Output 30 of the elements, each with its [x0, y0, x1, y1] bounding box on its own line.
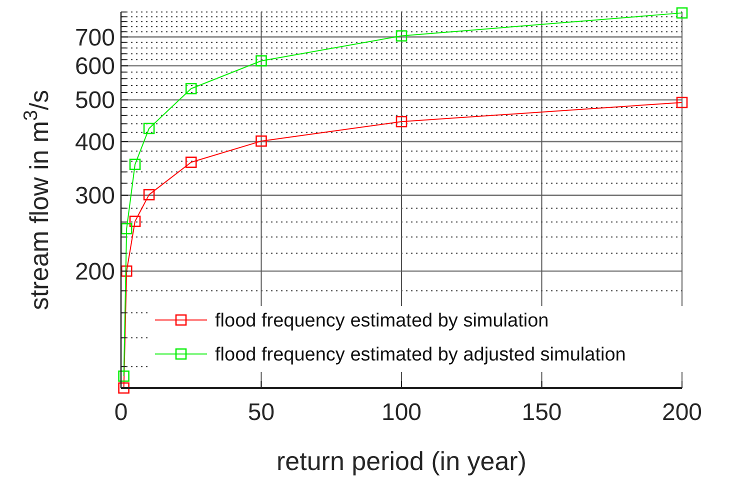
- x-tick-label: 100: [381, 399, 422, 426]
- x-tick-label: 200: [662, 399, 702, 426]
- point: [256, 135, 267, 147]
- x-tick-label: 0: [114, 399, 128, 426]
- point: [143, 189, 155, 200]
- point: [396, 30, 408, 42]
- y-tick-label: 700: [74, 24, 115, 52]
- point: [143, 122, 155, 134]
- y-tick-label: 500: [74, 87, 115, 114]
- point: [676, 96, 688, 108]
- point: [396, 116, 408, 128]
- point: [256, 55, 267, 66]
- y-tick-label: 400: [74, 128, 115, 156]
- point: [118, 382, 130, 394]
- point: [118, 370, 130, 382]
- point: [129, 158, 141, 170]
- y-tick-label: 300: [74, 182, 115, 210]
- x-tick-label: 150: [522, 399, 562, 426]
- x-axis-title: return period (in year): [276, 446, 526, 476]
- y-tick-label: 200: [74, 258, 115, 286]
- point: [120, 222, 132, 234]
- point: [676, 7, 688, 19]
- legend-label: flood frequency estimated by adjusted simulation: [215, 344, 626, 366]
- x-tick-label: 50: [248, 399, 275, 426]
- point: [185, 156, 197, 168]
- legend-label: flood frequency estimated by simulation: [215, 310, 549, 332]
- point: [185, 82, 197, 94]
- point: [120, 265, 132, 277]
- point: [129, 216, 141, 227]
- y-tick-label: 600: [74, 53, 115, 80]
